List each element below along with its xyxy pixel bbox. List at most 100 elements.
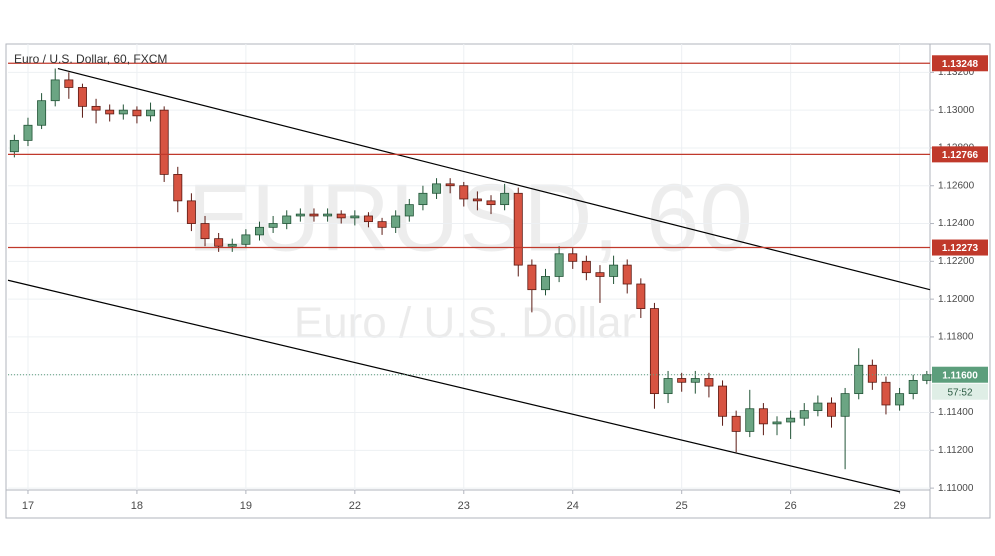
level-label-box	[932, 55, 988, 72]
candle-body	[23, 124, 33, 141]
candle-body	[268, 223, 278, 228]
candle-body	[323, 213, 333, 217]
candle-body	[922, 374, 932, 381]
candle-body	[445, 183, 455, 187]
candle-body	[513, 192, 523, 266]
candle-body	[9, 139, 19, 153]
y-tick-label: 1.12400	[938, 218, 975, 229]
candle-body	[908, 379, 918, 395]
candle-body	[813, 402, 823, 412]
candle-body	[895, 393, 905, 406]
last-price-box	[932, 366, 988, 383]
candle-body	[173, 173, 183, 202]
candle-body	[622, 264, 632, 285]
y-tick-label: 1.12600	[938, 180, 975, 191]
y-tick-label: 1.12200	[938, 256, 975, 267]
candle-body	[854, 364, 864, 395]
level-label-box	[932, 239, 988, 256]
candle-body	[418, 192, 428, 206]
countdown: 57:52	[947, 387, 972, 398]
x-tick-label: 24	[567, 500, 579, 512]
candle-body	[581, 260, 591, 274]
candle-body	[50, 79, 60, 102]
candle-body	[690, 378, 700, 383]
candle-body	[704, 378, 714, 387]
candle-body	[432, 183, 442, 194]
candle-body	[568, 253, 578, 262]
level-label: 1.13248	[942, 59, 979, 70]
candle-body	[718, 385, 728, 417]
candle-body	[336, 213, 346, 219]
candle-body	[37, 100, 47, 126]
candle-body	[663, 378, 673, 395]
channel-line	[57, 67, 931, 291]
candle-body	[309, 213, 319, 217]
candle-body	[554, 253, 564, 277]
candle-body	[350, 215, 360, 219]
y-tick-label: 1.11000	[938, 483, 974, 494]
candle-body	[595, 272, 605, 277]
last-price-label: 1.11600	[942, 370, 978, 381]
candle-body	[649, 308, 659, 395]
candle-body	[377, 221, 387, 228]
candle-body	[500, 192, 510, 206]
candle-body	[295, 213, 305, 217]
x-tick-label: 23	[458, 500, 470, 512]
candle-body	[159, 109, 169, 175]
candle-body	[214, 238, 224, 247]
candle-body	[255, 226, 264, 236]
candle-body	[758, 408, 768, 425]
level-label: 1.12766	[942, 150, 979, 161]
candle-body	[404, 204, 414, 217]
watermark-description: Euro / U.S. Dollar	[294, 299, 636, 348]
candle-body	[541, 276, 550, 291]
candle-body	[827, 402, 836, 417]
candle-body	[472, 198, 482, 202]
candle-body	[745, 408, 755, 432]
candle-body	[459, 185, 469, 200]
candle-body	[186, 200, 196, 224]
candle-body	[105, 109, 115, 115]
watermark: EURUSD, 60 Euro / U.S. Dollar	[187, 164, 753, 347]
candle-body	[91, 105, 101, 111]
candle-body	[636, 283, 646, 309]
x-tick-label: 18	[131, 500, 143, 512]
candle-body	[486, 200, 496, 206]
x-tick-label: 29	[893, 500, 905, 512]
candle-body	[118, 109, 128, 115]
candle-body	[77, 87, 87, 107]
x-tick-label: 22	[349, 500, 361, 512]
x-tick-label: 26	[785, 500, 797, 512]
countdown-box	[932, 383, 988, 400]
candle-body	[867, 364, 877, 383]
watermark-symbol: EURUSD, 60	[187, 164, 753, 271]
y-tick-label: 1.11200	[938, 445, 974, 456]
x-tick-label: 17	[22, 500, 34, 512]
channel-line	[7, 279, 901, 493]
candle-body	[840, 393, 850, 417]
candle-body	[227, 243, 237, 247]
candle-body	[881, 381, 891, 406]
chart-frame	[5, 43, 991, 519]
candle-body	[731, 415, 741, 432]
y-tick-label: 1.11800	[938, 332, 974, 343]
x-tick-label: 19	[240, 500, 252, 512]
candle-body	[132, 109, 142, 117]
candle-body	[241, 234, 251, 245]
level-label-box	[932, 146, 988, 163]
candle-body	[200, 223, 210, 240]
y-tick-label: 1.13000	[938, 105, 975, 116]
x-tick-label: 25	[676, 500, 688, 512]
candle-body	[64, 79, 74, 88]
candle-body	[146, 109, 156, 117]
y-tick-label: 1.11400	[938, 407, 974, 418]
candle-body	[772, 421, 782, 425]
level-label: 1.12273	[942, 243, 979, 254]
chart-title: Euro / U.S. Dollar, 60, FXCM	[14, 52, 167, 66]
candle-body	[391, 215, 401, 228]
candle-body	[677, 378, 687, 383]
y-tick-label: 1.12000	[938, 294, 975, 305]
candle-body	[799, 410, 809, 419]
candle-body	[527, 264, 537, 291]
